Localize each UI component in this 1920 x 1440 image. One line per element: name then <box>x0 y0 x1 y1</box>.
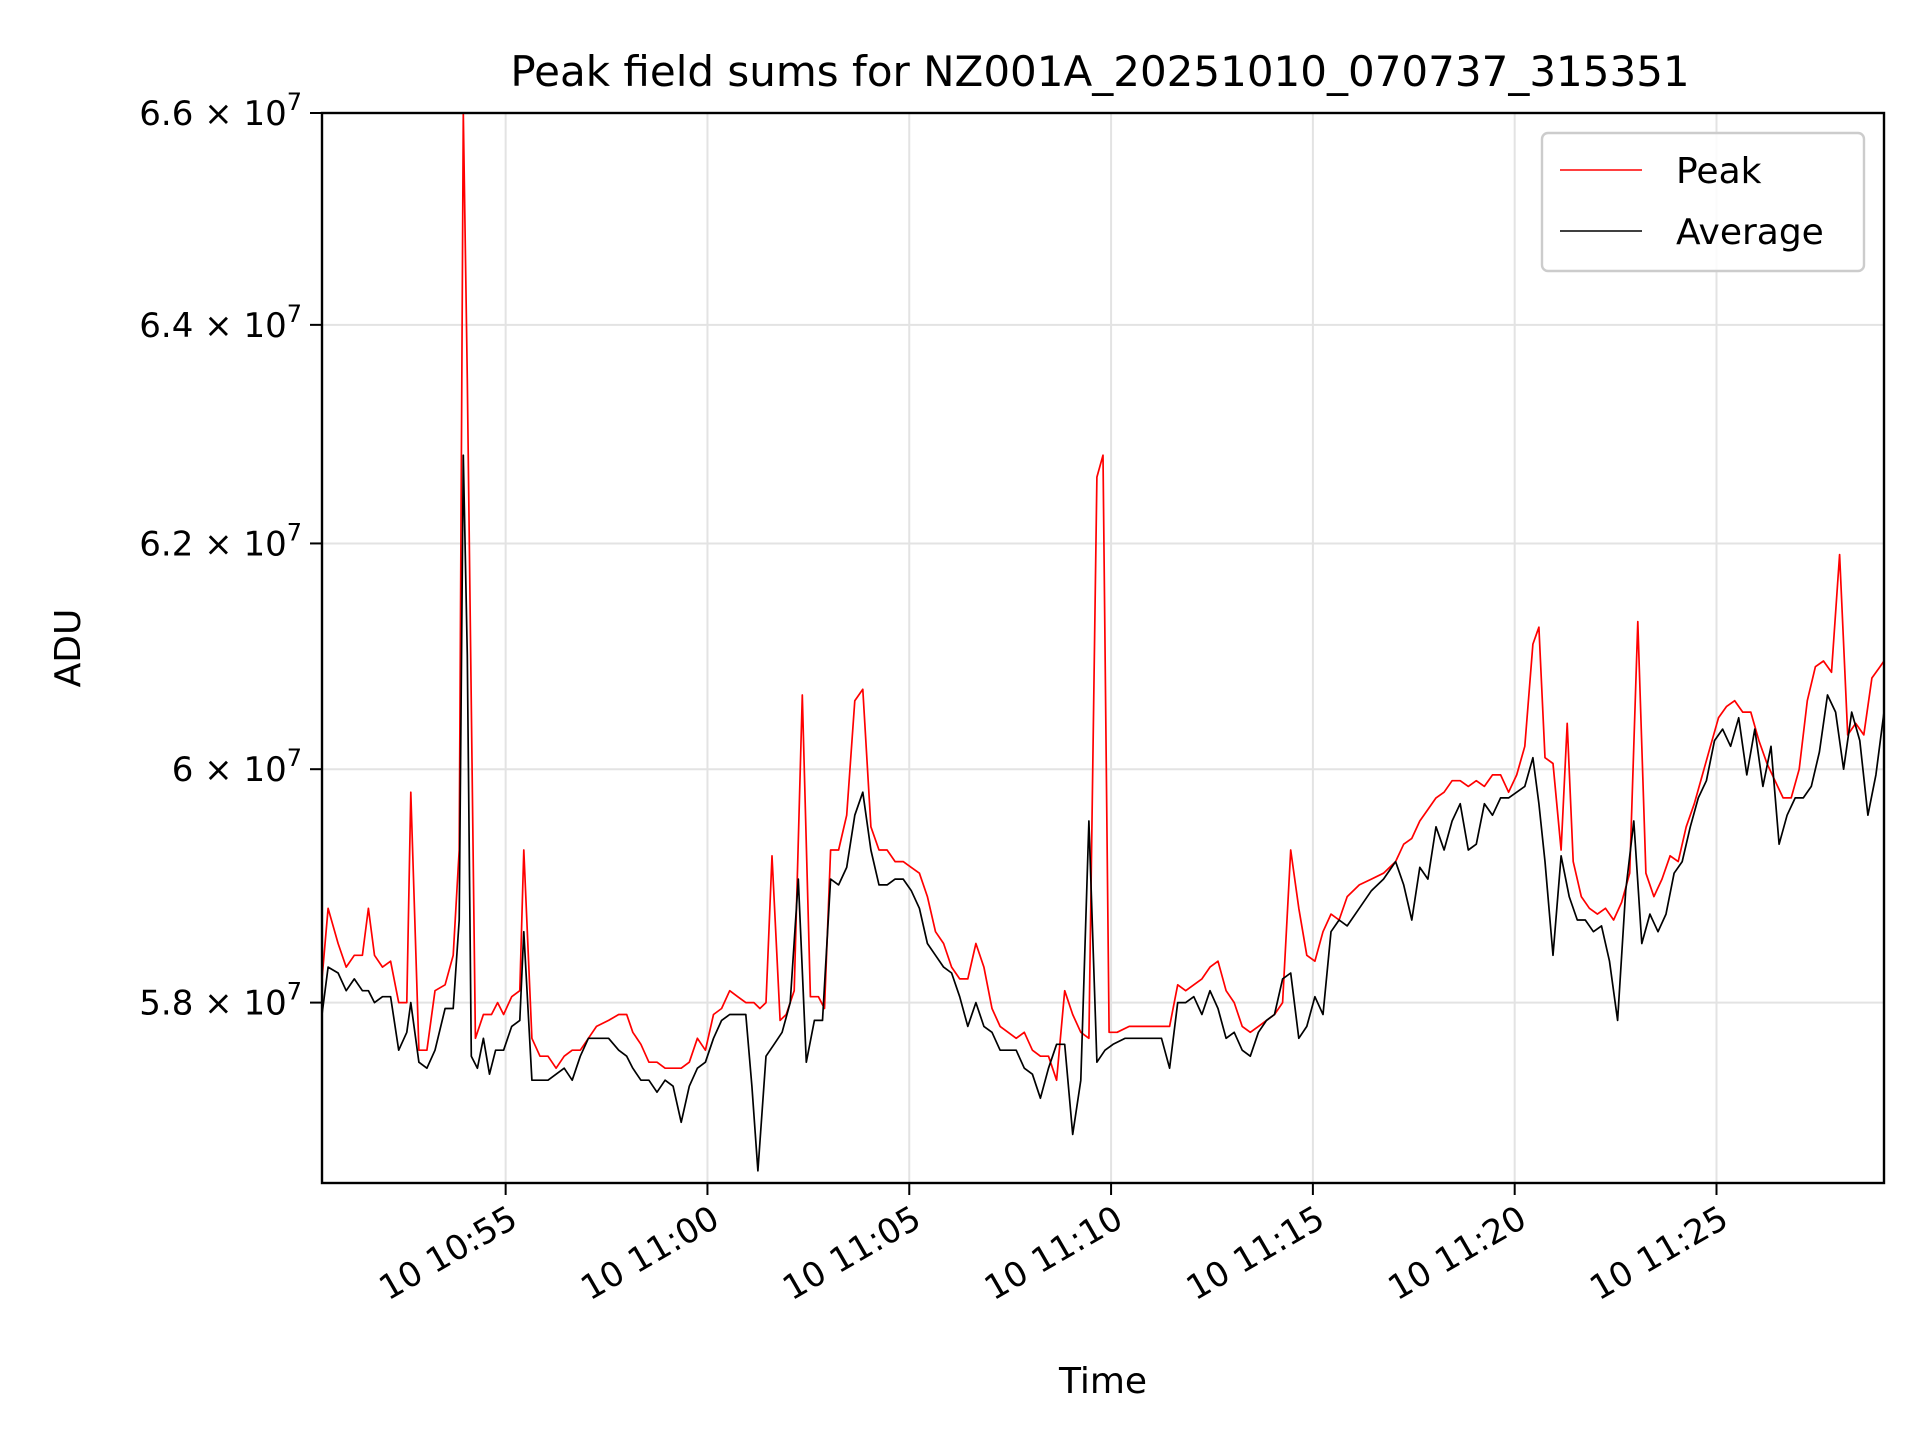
y-axis-label: ADU <box>48 609 89 688</box>
series-layer <box>322 113 1884 1172</box>
legend-peak-label: Peak <box>1676 151 1762 192</box>
legend-average-label: Average <box>1676 212 1824 253</box>
chart-title: Peak field sums for NZ001A_20251010_0707… <box>510 47 1689 96</box>
y-tick-label: 6.6 × 107 <box>139 88 302 134</box>
y-axis-ticks: 5.8 × 107 6 × 107 6.2 × 107 6.4 × 107 6.6 × … <box>139 88 322 1024</box>
series-line-average <box>322 454 1884 1172</box>
legend: Peak Average <box>1540 131 1866 273</box>
x-axis-label: Time <box>1058 1361 1147 1402</box>
legend-box <box>1540 131 1866 273</box>
y-tick-label: 6.2 × 107 <box>139 518 302 564</box>
plot-frame <box>320 111 1886 1185</box>
series-line-peak <box>322 113 1884 1082</box>
grid <box>322 112 1884 1183</box>
y-tick-label: 6 × 107 <box>172 744 302 790</box>
y-tick-label: 5.8 × 107 <box>139 978 302 1024</box>
y-tick-label: 6.4 × 107 <box>139 300 302 346</box>
